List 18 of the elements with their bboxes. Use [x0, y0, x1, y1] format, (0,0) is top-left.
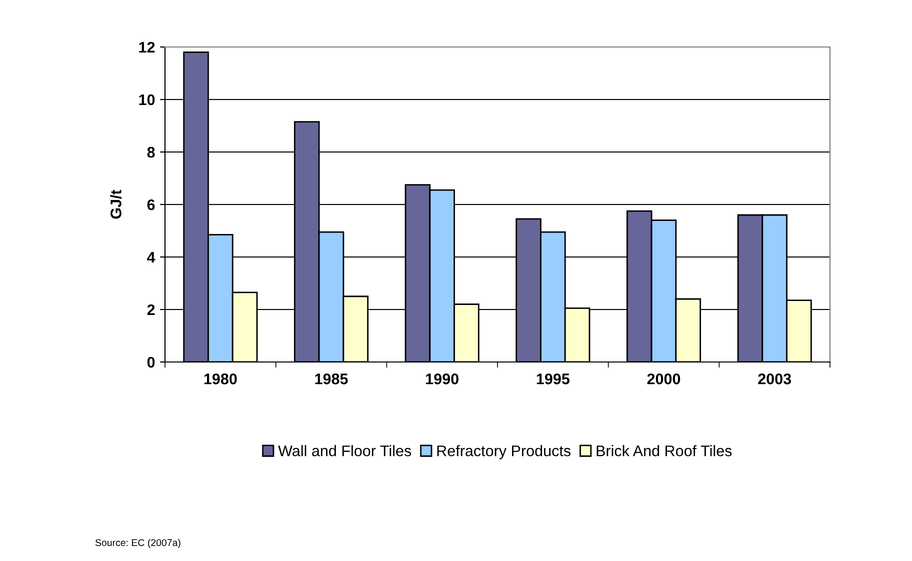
x-tick-label: 2003 [758, 374, 792, 384]
y-tick-label: 8 [147, 146, 155, 158]
x-tick-label: 1980 [204, 374, 237, 384]
y-tick-label: 2 [147, 304, 155, 316]
x-tick-label: 1990 [426, 374, 458, 384]
x-tick-label: 1985 [315, 374, 348, 384]
x-tick-label: 2000 [647, 374, 680, 384]
y-tick-label: 0 [147, 356, 155, 368]
y-tick-label: 6 [147, 199, 155, 210]
legend-label: Refractory Products [437, 445, 571, 460]
y-axis-title: GJ/t [110, 190, 122, 219]
source-note: Source: EC (2007a) [95, 538, 180, 548]
legend-label: Wall and Floor Tiles [278, 445, 412, 456]
y-tick-label: 10 [139, 94, 155, 106]
y-tick-label: 12 [139, 42, 155, 53]
y-tick-label: 4 [147, 252, 156, 263]
legend-label: Brick And Roof Tiles [596, 445, 732, 456]
x-tick-label: 1995 [536, 374, 570, 384]
